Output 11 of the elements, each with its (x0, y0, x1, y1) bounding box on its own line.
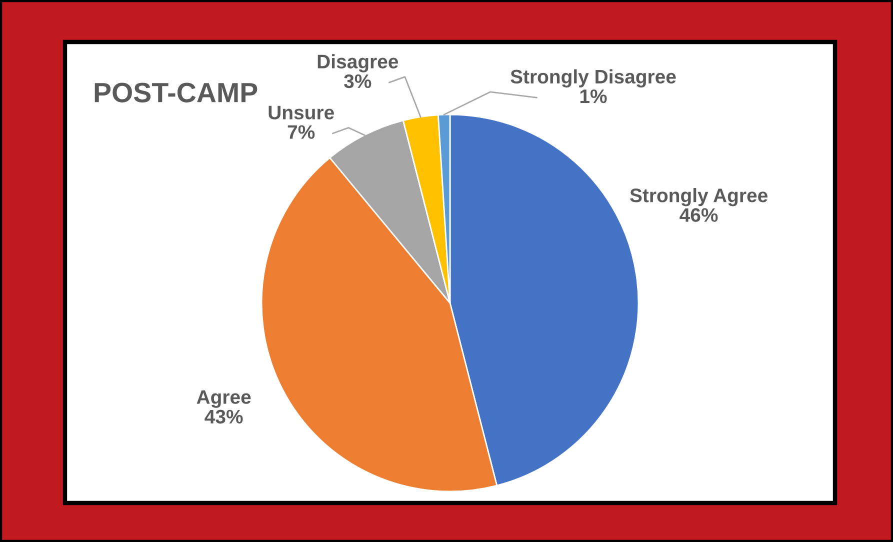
slice-label: Strongly Disagree (510, 69, 676, 88)
text: POST-CAMP (94, 82, 258, 102)
data-label: 1% (580, 89, 607, 104)
slice-label: Disagree (318, 54, 398, 72)
data-label: 46% (680, 208, 718, 222)
slice-label: Strongly Agree (630, 188, 768, 206)
data-label: 7% (288, 125, 315, 139)
slice-label: Unsure (268, 106, 334, 120)
slice-label: Agree (196, 390, 251, 408)
data-label: 3% (344, 74, 372, 88)
data-label: 43% (204, 410, 243, 424)
